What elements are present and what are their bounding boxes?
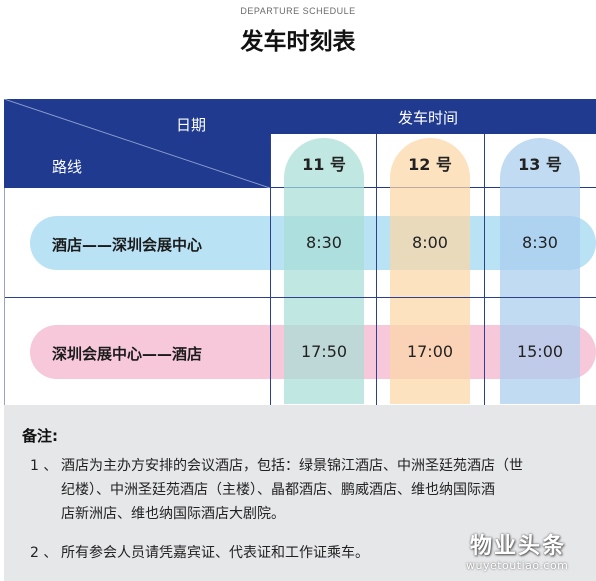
page-subtitle: DEPARTURE SCHEDULE <box>240 6 356 16</box>
note-line: 酒店为主办方安排的会议酒店，包括：绿景锦江酒店、中洲圣廷苑酒店（世 <box>61 458 523 474</box>
watermark-url: wuyetoutiao.com <box>466 559 569 572</box>
time-cell: 8:00 <box>412 233 448 252</box>
column-label-13: 13 号 <box>518 155 562 174</box>
notes-title: 备注: <box>22 427 58 445</box>
note-line: 店新洲店、维也纳国际酒店大剧院。 <box>61 506 285 522</box>
time-cell: 17:50 <box>300 342 348 361</box>
grid-line <box>484 134 485 405</box>
note-line: 纪楼）、中洲圣廷苑酒店（主楼）、晶都酒店、鹏威酒店、维也纳国际酒 <box>61 482 495 498</box>
time-cell: 15:00 <box>516 342 564 361</box>
grid-line <box>376 134 377 405</box>
route-name: 深圳会展中心——酒店 <box>52 345 203 363</box>
route-label-header: 路线 <box>52 158 83 176</box>
grid-line <box>4 188 5 405</box>
column-pill-12 <box>390 138 470 404</box>
grid-line <box>270 134 271 405</box>
time-cell: 8:30 <box>522 233 558 252</box>
departure-time-label: 发车时间 <box>398 109 459 127</box>
notes-panel <box>4 405 596 581</box>
grid-line <box>4 297 596 298</box>
note-number: 2 、 <box>30 545 58 561</box>
route-name: 酒店——深圳会展中心 <box>52 236 203 254</box>
column-label-11: 11 号 <box>302 155 346 174</box>
note-number: 1 、 <box>30 458 58 474</box>
time-cell: 8:30 <box>306 233 342 252</box>
column-pill-11 <box>284 138 364 404</box>
column-label-12: 12 号 <box>408 155 452 174</box>
date-label: 日期 <box>176 116 207 134</box>
watermark-text: 物业头条 <box>470 534 567 559</box>
header-diagonal <box>4 99 270 188</box>
column-pill-13 <box>500 138 580 404</box>
note-line: 所有参会人员请凭嘉宾证、代表证和工作证乘车。 <box>61 545 369 561</box>
time-cell: 17:00 <box>406 342 454 361</box>
page-title: 发车时刻表 <box>240 29 356 55</box>
